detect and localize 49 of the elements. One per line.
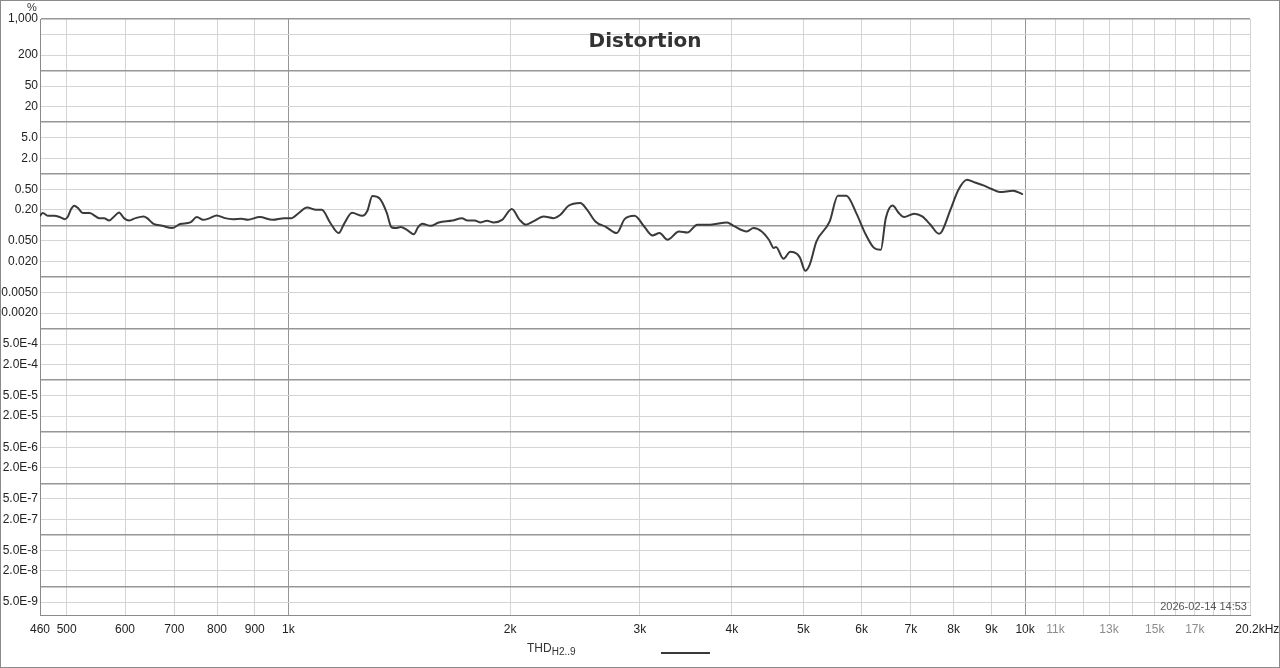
y-tick-label: 0.50 bbox=[14, 181, 39, 196]
x-tick-label: 900 bbox=[244, 621, 266, 636]
y-tick-label: 5.0 bbox=[21, 130, 39, 145]
y-tick-label: 5.0E-9 bbox=[2, 594, 39, 609]
y-tick-label: 5.0E-6 bbox=[2, 439, 39, 454]
x-tick-label: 10k bbox=[1015, 621, 1036, 636]
x-tick-label: 13k bbox=[1099, 621, 1120, 636]
x-tick-label: 6k bbox=[855, 621, 869, 636]
x-tick-label: 8k bbox=[947, 621, 962, 636]
y-tick-label: 50 bbox=[24, 78, 39, 93]
y-axis-title: % bbox=[27, 1, 38, 14]
x-tick-label: 5k bbox=[796, 621, 811, 636]
y-tick-label: 5.0E-5 bbox=[2, 387, 39, 402]
x-tick-label: 460 bbox=[29, 621, 51, 636]
x-tick-label: 1k bbox=[282, 621, 296, 636]
x-tick-label: 2k bbox=[503, 621, 518, 636]
y-tick-label: 2.0E-8 bbox=[2, 563, 39, 578]
y-tick-label: 0.20 bbox=[14, 202, 39, 217]
x-tick-label: 4k bbox=[725, 621, 740, 636]
text: Distortion bbox=[588, 28, 702, 53]
y-tick-label: 2.0E-6 bbox=[2, 460, 39, 475]
x-tick-label: 11k bbox=[1046, 621, 1066, 636]
y-tick-label: 0.020 bbox=[7, 253, 39, 268]
y-tick-label: 1,000 bbox=[7, 11, 39, 26]
x-tick-label: 700 bbox=[164, 621, 185, 636]
x-tick-label: 7k bbox=[904, 621, 919, 636]
y-tick-label: 2.0 bbox=[21, 150, 39, 165]
y-tick-label: 5.0E-4 bbox=[2, 336, 39, 351]
x-axis-title: Hz bbox=[1264, 621, 1280, 636]
y-tick-label: 0.050 bbox=[7, 233, 39, 248]
x-tick-label: 9k bbox=[985, 621, 999, 636]
y-tick-label: 0.0050 bbox=[1, 284, 39, 299]
x-tick-label: 20.2k bbox=[1235, 621, 1266, 636]
x-tick-label: 3k bbox=[633, 621, 648, 636]
x-tick-label: 800 bbox=[207, 621, 228, 636]
x-tick-label: 600 bbox=[114, 621, 136, 636]
y-tick-label: 5.0E-8 bbox=[2, 542, 39, 557]
y-tick-label: 5.0E-7 bbox=[2, 491, 39, 506]
y-tick-label: 2.0E-5 bbox=[2, 408, 39, 423]
y-tick-label: 2.0E-4 bbox=[2, 356, 39, 371]
y-tick-label: 2.0E-7 bbox=[2, 511, 39, 526]
y-tick-label: 20 bbox=[24, 98, 39, 113]
x-tick-label: 15k bbox=[1145, 621, 1166, 636]
x-tick-label: 17k bbox=[1185, 621, 1206, 636]
text: THD$_{H2..9}$ bbox=[527, 640, 576, 660]
y-tick-label: 200 bbox=[17, 47, 39, 62]
y-tick-label: 0.0020 bbox=[1, 305, 39, 320]
x-tick-label: 500 bbox=[56, 621, 78, 636]
annotation: 2026-02-14 14:53 bbox=[1160, 600, 1247, 613]
